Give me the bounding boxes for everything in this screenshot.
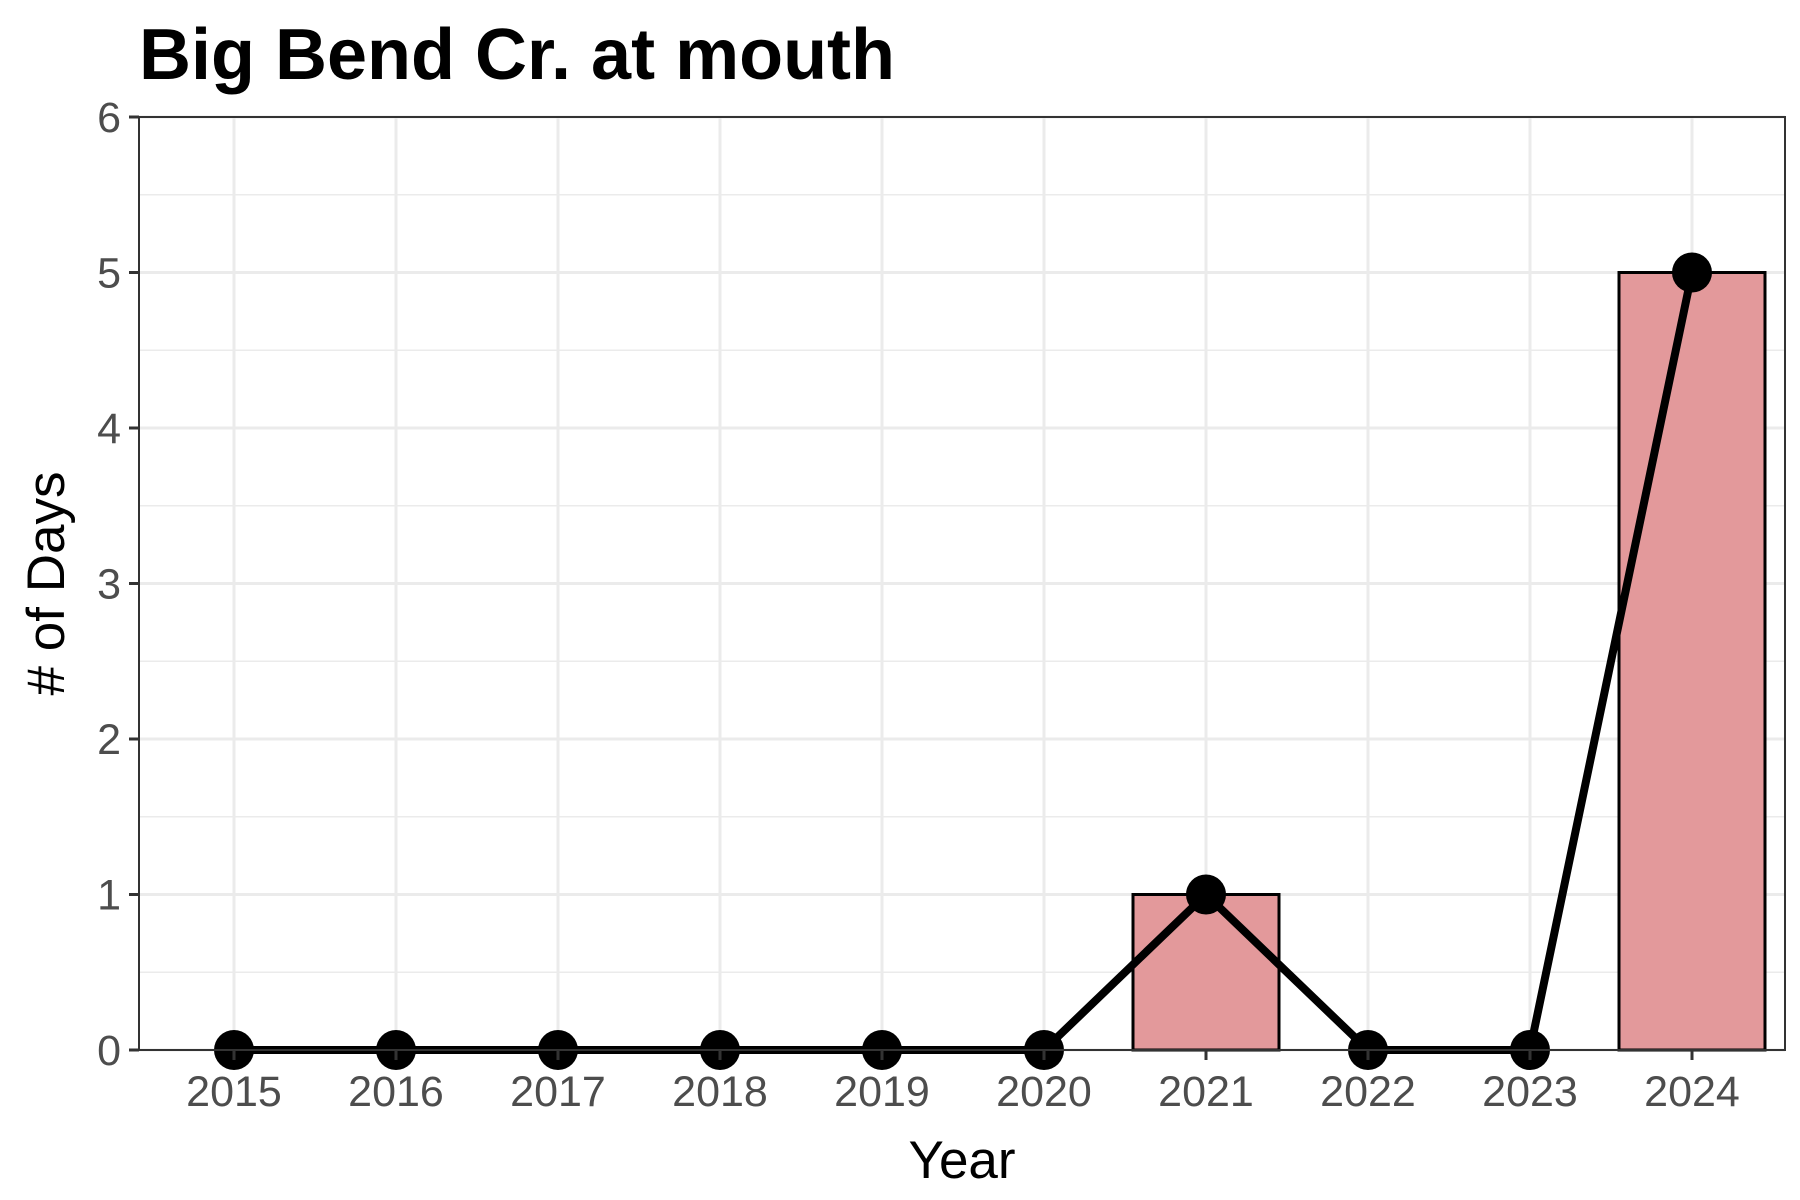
x-tick-label: 2022 — [1320, 1068, 1416, 1116]
bar-series — [1131, 271, 1767, 1052]
chart-title: Big Bend Cr. at mouth — [139, 15, 895, 95]
y-axis-title: # of Days — [17, 472, 76, 696]
point-2021 — [1186, 874, 1226, 915]
y-tick-label: 5 — [97, 250, 121, 298]
x-tick-label: 2020 — [996, 1068, 1092, 1116]
x-tick-label: 2024 — [1644, 1068, 1740, 1116]
grid-lines — [139, 115, 1785, 1052]
x-tick-label: 2017 — [510, 1068, 606, 1116]
x-tick-label: 2015 — [186, 1068, 282, 1116]
x-tick-label: 2019 — [834, 1068, 930, 1116]
point-2024 — [1672, 252, 1712, 293]
y-tick-label: 0 — [97, 1027, 121, 1075]
x-tick-label: 2016 — [348, 1068, 444, 1116]
y-tick-label: 1 — [97, 872, 121, 920]
y-tick-label: 3 — [97, 561, 121, 609]
x-axis-ticks: 2015 2016 2017 2018 2019 2020 2021 2022 2023 2024 — [186, 1050, 1740, 1116]
bar-2024 — [1617, 271, 1767, 1052]
x-tick-label: 2021 — [1158, 1068, 1254, 1116]
y-axis-ticks: 0 1 2 3 4 5 6 — [97, 94, 139, 1075]
x-axis-title: Year — [908, 1131, 1015, 1190]
x-tick-label: 2023 — [1482, 1068, 1578, 1116]
y-tick-label: 6 — [97, 94, 121, 142]
bar-2021 — [1131, 893, 1281, 1052]
y-tick-label: 2 — [97, 716, 121, 764]
y-tick-label: 4 — [97, 405, 121, 453]
x-tick-label: 2018 — [672, 1068, 768, 1116]
